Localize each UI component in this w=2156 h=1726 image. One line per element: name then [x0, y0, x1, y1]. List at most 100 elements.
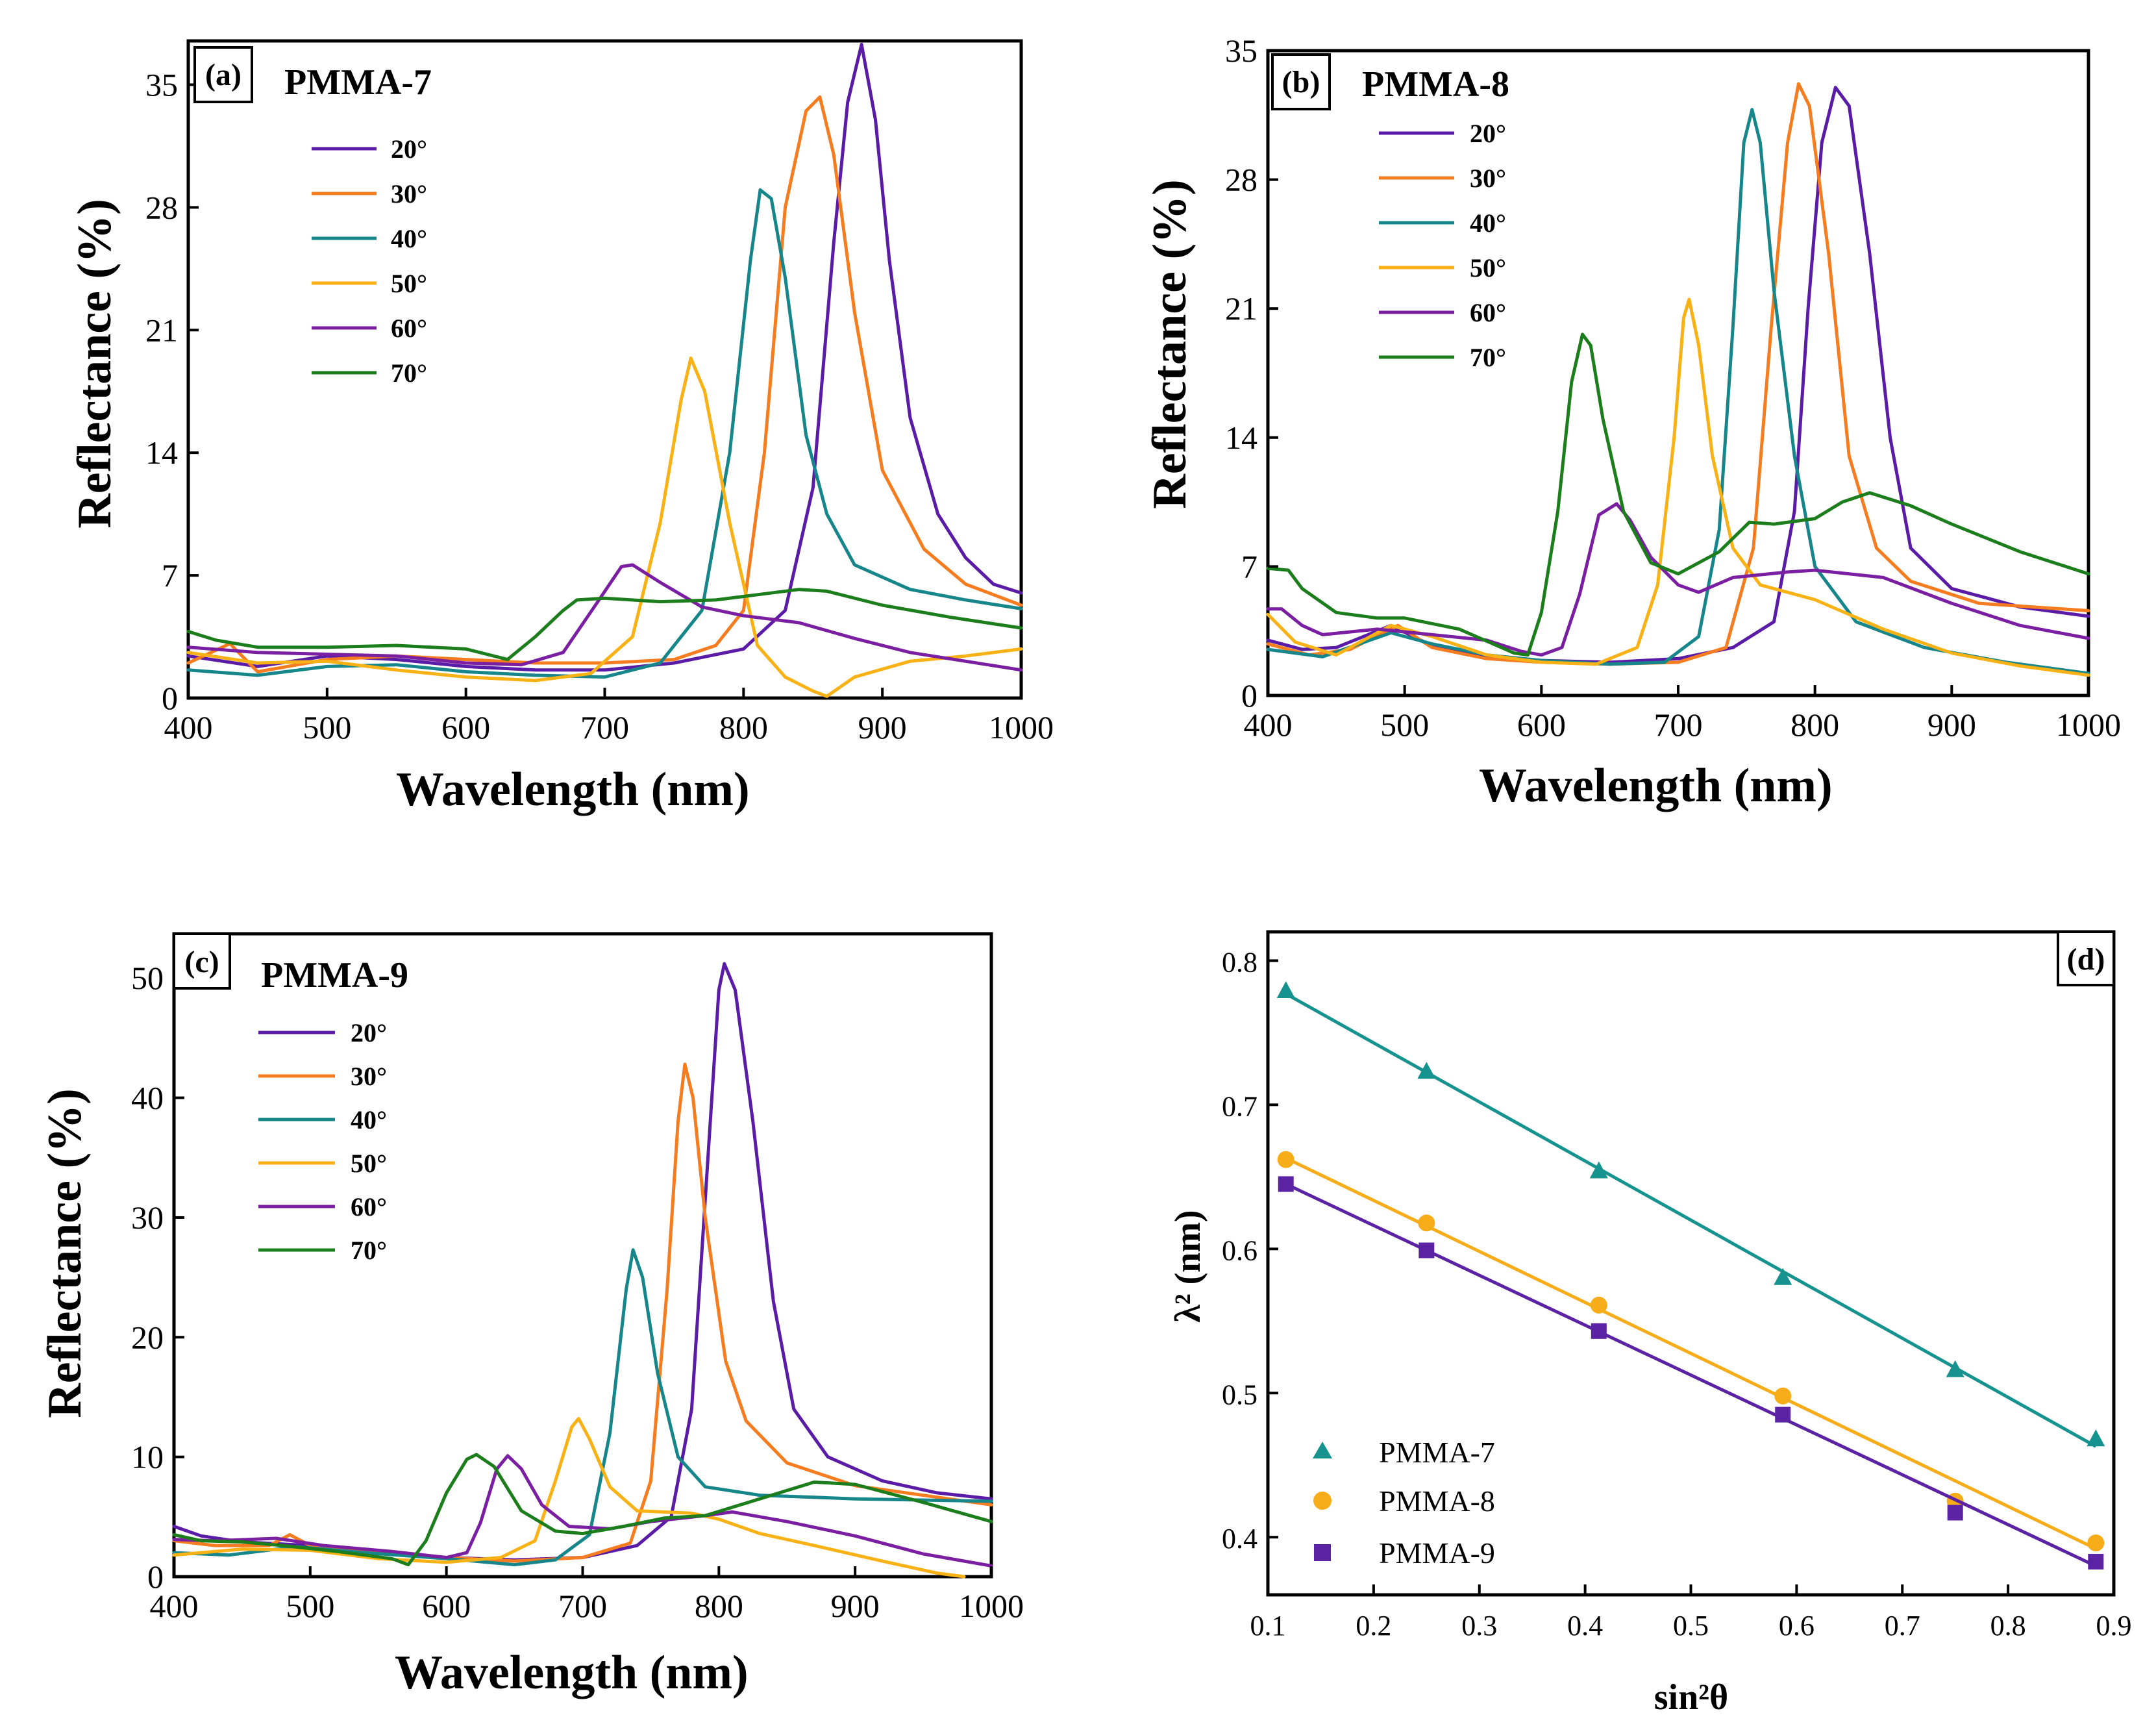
- legend-item-40: 40°: [1379, 208, 1506, 238]
- legend-label-40: 40°: [351, 1105, 387, 1134]
- legend-label-40: 40°: [391, 224, 427, 253]
- series-line-20: [186, 42, 1023, 672]
- sample-title: PMMA-7: [284, 62, 432, 103]
- series-line-50: [1266, 297, 2090, 677]
- y-tick-label: 40: [131, 1080, 164, 1116]
- legend-item-30: 30°: [258, 1062, 387, 1091]
- legend-label-70: 70°: [1470, 343, 1506, 372]
- x-tick-label: 800: [1790, 707, 1839, 743]
- legend-item-pmma-7: PMMA-7: [1313, 1436, 1495, 1469]
- legend-item-50: 50°: [258, 1149, 387, 1178]
- y-tick-label: 0.8: [1222, 946, 1258, 978]
- panel-label: (b): [1282, 65, 1320, 99]
- series-layer: [186, 42, 1023, 698]
- legend-item-50: 50°: [312, 269, 427, 298]
- x-tick-label: 700: [1654, 707, 1703, 743]
- ticks-layer: 400 500 600 700 800 900 1000 0 7 14 21 28 35: [1225, 32, 2121, 743]
- y-tick-label: 20: [131, 1319, 164, 1355]
- series-line-70: [1266, 332, 2090, 657]
- x-axis-label: Wavelength (nm): [396, 763, 750, 816]
- panel-c: 400 500 600 700 800 900 1000 0 10 20 30 40 50 (c) PM…: [38, 932, 1024, 1699]
- x-tick-label: 700: [580, 709, 629, 745]
- y-tick-label: 21: [145, 312, 178, 348]
- legend-label-20: 20°: [1470, 119, 1506, 148]
- legend-item-pmma-8: PMMA-8: [1313, 1484, 1495, 1518]
- x-tick-label: 900: [858, 709, 907, 745]
- x-tick-label: 900: [831, 1588, 880, 1624]
- x-axis-label: Wavelength (nm): [1479, 759, 1833, 812]
- x-tick-label: 600: [422, 1588, 471, 1624]
- legend-item-60: 60°: [258, 1192, 387, 1221]
- x-tick-label: 500: [286, 1588, 334, 1624]
- panel-label: (a): [205, 58, 242, 92]
- legend-item-30: 30°: [312, 179, 427, 208]
- series-line-50: [186, 356, 1023, 698]
- x-tick-label: 600: [441, 709, 490, 745]
- legend-marker-pmma-9: [1314, 1544, 1331, 1561]
- x-tick-label: 1000: [2056, 707, 2121, 743]
- legend-item-70: 70°: [312, 358, 427, 388]
- series-line-60: [172, 1454, 993, 1568]
- legend-item-70: 70°: [1379, 343, 1506, 372]
- series-line-40: [172, 1248, 993, 1567]
- x-tick-label: 0.7: [1885, 1610, 1920, 1642]
- legend: 20° 30° 40° 50° 60° 70°: [258, 1018, 387, 1265]
- legend-label-50: 50°: [391, 269, 427, 298]
- legend: 20° 30° 40° 50° 60° 70°: [1379, 119, 1506, 372]
- panel-label: (d): [2067, 942, 2105, 977]
- legend-label-50: 50°: [351, 1149, 387, 1178]
- y-tick-label: 0: [147, 1558, 164, 1595]
- legend-label-30: 30°: [391, 179, 427, 208]
- panel-d: 0.1 0.2 0.3 0.4 0.5 0.6 0.7 0.8 0.9 0.4 0.5 0.6 0.7 0…: [1168, 930, 2132, 1718]
- legend-item-20: 20°: [258, 1018, 387, 1047]
- sample-title: PMMA-9: [261, 955, 408, 995]
- point-pmma-9: [1591, 1323, 1607, 1339]
- legend-label-pmma-7: PMMA-7: [1379, 1436, 1495, 1469]
- legend-label-50: 50°: [1470, 253, 1506, 282]
- legend-label-60: 60°: [391, 314, 427, 343]
- y-tick-label: 0.5: [1222, 1379, 1258, 1410]
- y-tick-label: 7: [162, 557, 178, 594]
- legend-label-40: 40°: [1470, 208, 1506, 238]
- x-tick-label: 0.5: [1673, 1610, 1709, 1642]
- y-tick-label: 14: [1225, 419, 1258, 456]
- legend-label-70: 70°: [351, 1236, 387, 1265]
- legend-item-20: 20°: [312, 134, 427, 164]
- legend-item-40: 40°: [258, 1105, 387, 1134]
- y-tick-label: 0.4: [1222, 1523, 1258, 1555]
- x-tick-label: 0.4: [1567, 1610, 1603, 1642]
- y-tick-label: 14: [145, 434, 178, 471]
- series-line-70: [186, 588, 1023, 662]
- y-axis-label: Reflectance (%): [38, 1088, 92, 1418]
- series-line-40: [1266, 108, 2090, 675]
- x-tick-label: 700: [558, 1588, 607, 1624]
- series-layer: [1276, 981, 2105, 1570]
- x-tick-label: 500: [1380, 707, 1429, 743]
- series-layer: [1266, 82, 2090, 677]
- y-tick-label: 21: [1225, 290, 1258, 327]
- series-line-40: [186, 188, 1023, 679]
- x-tick-label: 800: [695, 1588, 743, 1624]
- y-axis-label: λ² (nm): [1168, 1210, 1208, 1322]
- x-tick-label: 0.9: [2096, 1610, 2132, 1642]
- x-tick-label: 900: [1927, 707, 1976, 743]
- point-pmma-9: [1419, 1242, 1435, 1258]
- ticks-layer: 400 500 600 700 800 900 1000 0 7 14 21 28 35: [145, 66, 1054, 745]
- point-pmma-8: [1774, 1387, 1792, 1405]
- x-tick-label: 0.8: [1990, 1610, 2026, 1642]
- series-layer: [172, 962, 993, 1579]
- point-pmma-7: [2087, 1429, 2105, 1447]
- panel-label-box: [193, 46, 253, 103]
- panel-a: 400 500 600 700 800 900 1000 0 7 14 21 28 35 (a) PMM…: [68, 39, 1054, 816]
- point-pmma-9: [1278, 1176, 1294, 1192]
- series-line-70: [172, 1453, 993, 1567]
- sample-title: PMMA-8: [1362, 64, 1509, 105]
- point-pmma-8: [1590, 1296, 1607, 1314]
- x-tick-label: 500: [303, 709, 351, 745]
- point-pmma-8: [1277, 1151, 1295, 1168]
- x-tick-label: 1000: [959, 1588, 1024, 1624]
- x-tick-label: 400: [164, 709, 213, 745]
- legend-label-70: 70°: [391, 358, 427, 388]
- x-tick-label: 1000: [989, 709, 1054, 745]
- point-pmma-9: [1947, 1505, 1963, 1521]
